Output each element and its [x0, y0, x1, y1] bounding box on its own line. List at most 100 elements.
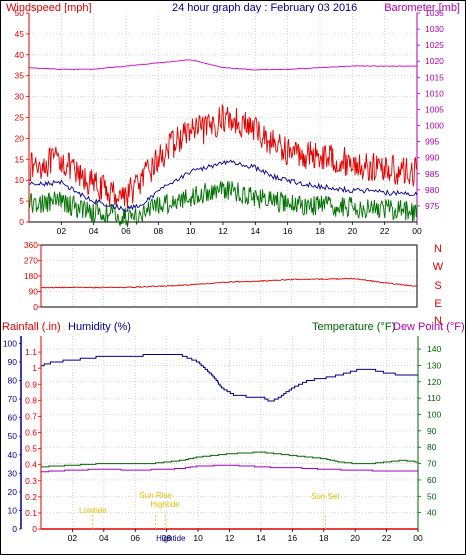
- barometer-tick-label: 980: [425, 185, 439, 195]
- rainfall-tick-label: 0.3: [25, 476, 37, 486]
- direction-tick-label: 360: [24, 240, 38, 250]
- annotation-label: Hightide: [150, 500, 180, 509]
- temperature-tick-label: 120: [427, 377, 441, 387]
- windspeed-tick-label: 20: [15, 133, 25, 143]
- humidity-tick-label: 30: [8, 468, 18, 478]
- wind-direction-series: [40, 277, 418, 289]
- temperature-tick-label: 80: [427, 442, 437, 452]
- barometer-tick-label: 1035: [425, 8, 444, 18]
- direction-tick-label: 0: [33, 302, 38, 312]
- panel3-x-tick-label: 06: [131, 533, 141, 543]
- panel3-x-tick-label: 18: [319, 533, 329, 543]
- panel1-x-tick-label: 00: [412, 226, 422, 236]
- windspeed-tick-label: 40: [15, 50, 25, 60]
- panel1-x-tick-label: 04: [89, 226, 99, 236]
- panel1-x-tick-label: 08: [154, 226, 164, 236]
- panel1-x-tick-label: 12: [218, 226, 228, 236]
- barometer-axis-label: Barometer [mb]: [384, 2, 460, 14]
- rainfall-tick-label: 0.1: [25, 508, 37, 518]
- barometer-tick-label: 1000: [425, 121, 444, 131]
- rain-humidity-temp-panel: 0 0.1 0.2 0.3 0.4 0.5 0.6 0.7 0.8 0.9 1 1.1 0 10 20 30 4…: [3, 336, 441, 543]
- panel1-x-tick-label: 06: [121, 226, 131, 236]
- windspeed-tick-label: 15: [15, 154, 25, 164]
- barometer-series: [28, 59, 418, 71]
- windspeed-tick-label: 10: [15, 175, 25, 185]
- rainfall-tick-label: 0.2: [25, 492, 37, 502]
- barometer-tick-label: 1005: [425, 104, 444, 114]
- humidity-tick-label: 90: [8, 357, 18, 367]
- windspeed-tick-label: 0: [19, 217, 24, 227]
- compass-label: N: [434, 243, 442, 255]
- panel3-x-tick-label: 12: [225, 533, 235, 543]
- windspeed-axis-label: Windspeed [mph]: [6, 2, 92, 14]
- humidity-tick-label: 40: [8, 450, 18, 460]
- temperature-tick-label: 90: [427, 426, 437, 436]
- rainfall-tick-label: 1.1: [25, 347, 37, 357]
- humidity-tick-label: 60: [8, 413, 18, 423]
- humidity-tick-label: 100: [3, 338, 17, 348]
- temperature-axis-label: Temperature (°F): [312, 321, 395, 333]
- windspeed-tick-label: 25: [15, 113, 25, 123]
- direction-tick-label: 90: [29, 287, 39, 297]
- wind-barometer-panel: 0510152025303540455097598098599099510001…: [15, 8, 445, 236]
- rainfall-tick-label: 1: [32, 363, 37, 373]
- rainfall-tick-label: 0.5: [25, 444, 37, 454]
- rainfall-tick-label: 0.9: [25, 379, 37, 389]
- barometer-tick-label: 975: [425, 201, 439, 211]
- compass-label: S: [434, 280, 441, 292]
- rainfall-tick-label: 0: [32, 524, 37, 534]
- temperature-series: [41, 451, 418, 468]
- chart-title: 24 hour graph day : February 03 2016: [172, 2, 357, 14]
- panel3-x-tick-label: 04: [99, 533, 109, 543]
- temperature-tick-label: 50: [427, 491, 437, 501]
- barometer-tick-label: 1020: [425, 56, 444, 66]
- barometer-tick-label: 1025: [425, 40, 444, 50]
- temperature-tick-label: 130: [427, 360, 441, 370]
- windspeed-tick-label: 5: [19, 196, 24, 206]
- compass-label: E: [434, 298, 441, 310]
- panel3-x-tick-label: 08: [162, 533, 172, 543]
- dewpoint-axis-label: Dew Point (°F): [393, 321, 465, 333]
- dewpoint-series: [41, 464, 418, 473]
- barometer-tick-label: 1010: [425, 88, 444, 98]
- direction-tick-label: 270: [24, 256, 38, 266]
- barometer-tick-label: 995: [425, 137, 439, 147]
- humidity-axis-label: Humidity (%): [68, 321, 131, 333]
- temperature-tick-label: 40: [427, 508, 437, 518]
- panel3-x-tick-label: 00: [413, 533, 423, 543]
- annotation-label: Lowtide: [79, 506, 107, 515]
- rainfall-tick-label: 0.6: [25, 428, 37, 438]
- tide-bottom-label: Hightide: [156, 534, 186, 543]
- windspeed-tick-label: 30: [15, 92, 25, 102]
- compass-label: N: [434, 315, 442, 327]
- panel3-x-tick-label: 16: [288, 533, 298, 543]
- panel3-x-tick-label: 22: [382, 533, 392, 543]
- gust-series: [28, 104, 418, 209]
- humidity-tick-label: 10: [8, 505, 18, 515]
- panel1-x-tick-label: 14: [251, 226, 261, 236]
- rainfall-tick-label: 0.7: [25, 411, 37, 421]
- windspeed-tick-label: 35: [15, 71, 25, 81]
- panel1-x-tick-label: 10: [186, 226, 196, 236]
- panel3-x-tick-label: 14: [256, 533, 266, 543]
- humidity-series: [41, 354, 418, 402]
- humidity-tick-label: 70: [8, 394, 18, 404]
- windspeed-tick-label: 45: [15, 29, 25, 39]
- compass-label: W: [433, 261, 444, 273]
- temperature-tick-label: 60: [427, 475, 437, 485]
- avg-wind-series: [28, 159, 418, 212]
- rainfall-tick-label: 0.8: [25, 395, 37, 405]
- barometer-tick-label: 990: [425, 153, 439, 163]
- panel1-x-tick-label: 16: [283, 226, 293, 236]
- panel1-x-tick-label: 18: [315, 226, 325, 236]
- panel1-x-tick-label: 02: [57, 226, 67, 236]
- temperature-tick-label: 70: [427, 459, 437, 469]
- humidity-tick-label: 80: [8, 376, 18, 386]
- barometer-tick-label: 1015: [425, 72, 444, 82]
- panel1-x-tick-label: 22: [380, 226, 390, 236]
- humidity-tick-label: 50: [8, 431, 18, 441]
- windspeed-tick-label: 50: [15, 8, 25, 18]
